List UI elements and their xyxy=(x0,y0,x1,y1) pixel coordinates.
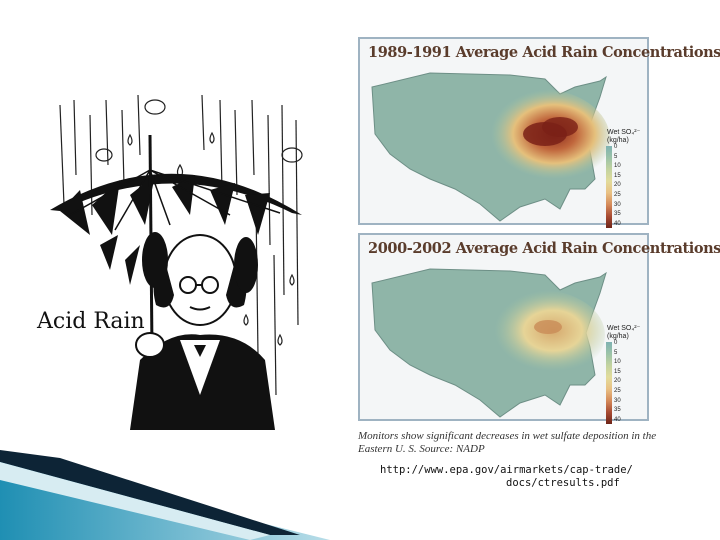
legend-ticks-1: 0 5 10 15 20 25 30 35 40 xyxy=(614,143,621,229)
source-url-line-2[interactable]: docs/ctresults.pdf xyxy=(506,477,620,489)
source-url-line-1[interactable]: http://www.epa.gov/airmarkets/cap-trade/ xyxy=(380,464,633,476)
legend-tick: 0 xyxy=(614,144,618,150)
legend-tick: 35 xyxy=(614,211,621,218)
legend-tick: 40 xyxy=(614,416,621,423)
legend-ticks-2: 0 5 10 15 20 25 30 35 40 xyxy=(614,339,621,425)
legend-color-scale-1 xyxy=(606,146,612,228)
us-map-2000-2002 xyxy=(371,268,607,418)
legend-tick: 0 xyxy=(614,340,618,346)
legend-tick: 30 xyxy=(614,201,621,208)
legend-tick: 20 xyxy=(614,182,621,189)
legend-tick: 5 xyxy=(614,153,618,160)
slide-corner-decoration xyxy=(0,450,330,540)
legend-tick: 15 xyxy=(614,368,621,375)
source-note: Monitors show significant decreases in w… xyxy=(358,430,657,455)
legend-tick: 10 xyxy=(614,359,621,366)
legend-tick: 5 xyxy=(614,349,618,356)
legend-tick: 25 xyxy=(614,191,621,198)
legend-tick: 10 xyxy=(614,163,621,170)
legend-tick: 30 xyxy=(614,397,621,404)
legend-tick: 25 xyxy=(614,387,621,394)
legend-tick: 15 xyxy=(614,172,621,179)
legend-title-1: Wet SO₄²⁻ (kg/ha) xyxy=(607,129,641,144)
map-title-2000-2002: 2000-2002 Average Acid Rain Concentratio… xyxy=(368,240,720,257)
legend-title-2: Wet SO₄²⁻ (kg/ha) xyxy=(607,325,641,340)
legend-tick: 40 xyxy=(614,220,621,227)
map-title-1989-1991: 1989-1991 Average Acid Rain Concentratio… xyxy=(368,44,720,61)
legend-tick: 35 xyxy=(614,407,621,414)
map-panel-2000-2002: 2000-2002 Average Acid Rain Concentratio… xyxy=(358,233,720,424)
acid-rain-cartoon-illustration xyxy=(50,95,303,430)
map-panel-1989-1991: 1989-1991 Average Acid Rain Concentratio… xyxy=(358,37,720,228)
cartoon-caption: Acid Rain xyxy=(37,309,145,334)
us-map-1989-1991 xyxy=(371,72,610,222)
legend-tick: 20 xyxy=(614,378,621,385)
legend-color-scale-2 xyxy=(606,342,612,424)
